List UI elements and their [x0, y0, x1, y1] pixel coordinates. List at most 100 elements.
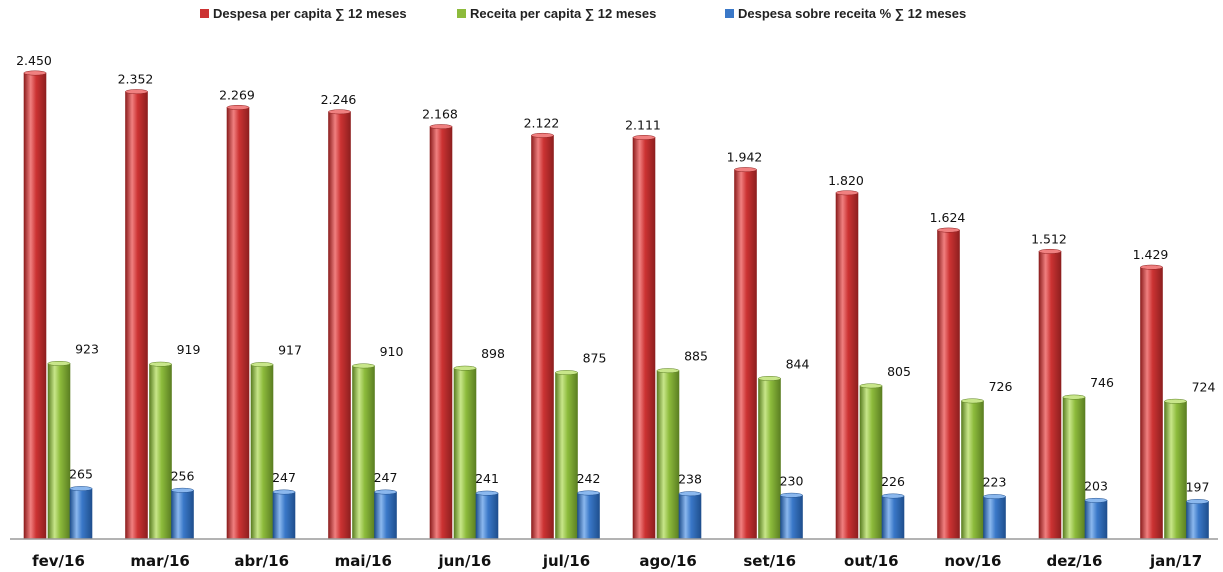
bar-1-mar-16 — [125, 91, 148, 540]
bar-cap-2-jan-17 — [1164, 398, 1187, 404]
legend-swatch-2 — [457, 9, 466, 18]
bar-cap-1-fev-16 — [23, 70, 47, 76]
value-label-3-abr-16: 247 — [272, 470, 296, 485]
bar-2-out-16 — [859, 385, 883, 540]
legend-swatch-3 — [725, 9, 734, 18]
bar-cap-2-mai-16 — [352, 363, 375, 369]
value-label-2-mai-16: 910 — [380, 344, 404, 359]
bar-1-jan-17 — [1140, 266, 1163, 540]
bar-2-ago-16 — [656, 370, 680, 540]
bar-cap-2-mar-16 — [149, 361, 172, 367]
x-tick-label-fev-16: fev/16 — [32, 552, 85, 570]
bar-cap-3-jan-17 — [1186, 499, 1209, 504]
x-tick-label-mar-16: mar/16 — [130, 552, 190, 570]
value-label-3-mai-16: 247 — [374, 470, 398, 485]
bar-cap-3-mar-16 — [171, 487, 194, 493]
bar-1-abr-16 — [226, 107, 250, 540]
legend-label-3: Despesa sobre receita % ∑ 12 meses — [738, 6, 966, 21]
value-label-2-jan-17: 724 — [1192, 379, 1216, 394]
value-label-3-mar-16: 256 — [171, 468, 195, 483]
bar-cap-2-dez-16 — [1062, 394, 1086, 400]
bar-3-out-16 — [881, 495, 905, 540]
x-axis-ticks: fev/16 mar/16 abr/16 mai/16 jun/16 jul/16 ago/… — [32, 552, 1202, 570]
value-labels: 2.450 923 265 2.352 919 256 2.269 917 247 2.246 91… — [16, 53, 1215, 495]
bar-3-jun-16 — [475, 492, 499, 540]
value-label-1-dez-16: 1.512 — [1031, 231, 1067, 246]
bar-3-mai-16 — [374, 491, 397, 540]
bar-cap-2-jul-16 — [555, 370, 578, 376]
bar-3-set-16 — [780, 494, 803, 540]
bars — [23, 70, 1209, 540]
bar-3-jul-16 — [577, 492, 600, 540]
bar-2-mar-16 — [149, 363, 172, 540]
value-label-1-set-16: 1.942 — [727, 150, 763, 165]
bar-2-jan-17 — [1164, 400, 1187, 540]
bar-cap-1-jul-16 — [531, 132, 554, 138]
x-tick-label-ago-16: ago/16 — [639, 552, 697, 570]
x-tick-label-jul-16: jul/16 — [542, 552, 590, 570]
bar-cap-1-out-16 — [835, 190, 859, 196]
value-label-2-jun-16: 898 — [481, 346, 505, 361]
value-label-1-fev-16: 2.450 — [16, 53, 52, 68]
value-label-1-mar-16: 2.352 — [118, 72, 154, 87]
bar-2-fev-16 — [47, 363, 71, 540]
bar-cap-1-dez-16 — [1038, 248, 1062, 254]
x-tick-label-jun-16: jun/16 — [437, 552, 491, 570]
bar-cap-2-out-16 — [859, 383, 883, 389]
bar-cap-2-nov-16 — [961, 398, 984, 404]
value-label-2-ago-16: 885 — [684, 349, 708, 364]
value-label-2-dez-16: 746 — [1090, 375, 1114, 390]
value-label-2-abr-16: 917 — [278, 343, 302, 358]
legend: Despesa per capita ∑ 12 meses Receita per… — [200, 6, 966, 21]
bar-cap-3-jul-16 — [577, 490, 600, 496]
bar-2-nov-16 — [961, 400, 984, 540]
value-label-3-ago-16: 238 — [678, 472, 702, 487]
bar-2-mai-16 — [352, 365, 375, 540]
value-label-1-ago-16: 2.111 — [625, 117, 661, 132]
value-label-3-fev-16: 265 — [69, 467, 93, 482]
bar-1-set-16 — [734, 169, 757, 540]
bar-1-dez-16 — [1038, 251, 1062, 540]
value-label-3-nov-16: 223 — [983, 475, 1007, 490]
bar-cap-3-set-16 — [780, 492, 803, 498]
legend-swatch-1 — [200, 9, 209, 18]
bar-3-abr-16 — [272, 491, 296, 540]
bar-cap-1-mar-16 — [125, 89, 148, 95]
bar-cap-1-jan-17 — [1140, 264, 1163, 270]
x-tick-label-set-16: set/16 — [743, 552, 796, 570]
value-label-1-jun-16: 2.168 — [422, 107, 458, 122]
bar-1-jul-16 — [531, 135, 554, 540]
bar-1-mai-16 — [328, 111, 351, 540]
bar-2-dez-16 — [1062, 396, 1086, 540]
x-tick-label-jan-17: jan/17 — [1149, 552, 1202, 570]
value-label-1-out-16: 1.820 — [828, 173, 864, 188]
bar-cap-2-abr-16 — [250, 362, 274, 368]
bar-cap-1-nov-16 — [937, 227, 960, 233]
x-tick-label-mai-16: mai/16 — [335, 552, 392, 570]
value-label-2-out-16: 805 — [887, 364, 911, 379]
value-label-3-jun-16: 241 — [475, 471, 499, 486]
value-label-3-jan-17: 197 — [1186, 480, 1210, 495]
bar-cap-3-jun-16 — [475, 490, 499, 496]
value-label-1-jul-16: 2.122 — [524, 115, 560, 130]
value-label-1-jan-17: 1.429 — [1133, 247, 1169, 262]
bar-3-jan-17 — [1186, 501, 1209, 540]
bar-1-jun-16 — [429, 126, 453, 540]
value-label-3-jul-16: 242 — [577, 471, 601, 486]
bar-cap-3-abr-16 — [272, 489, 296, 495]
bar-cap-1-abr-16 — [226, 104, 250, 110]
bar-cap-3-out-16 — [881, 493, 905, 499]
value-label-2-mar-16: 919 — [177, 342, 201, 357]
bar-cap-1-ago-16 — [632, 135, 656, 140]
value-label-3-out-16: 226 — [881, 474, 905, 489]
bar-cap-1-set-16 — [734, 167, 757, 173]
bar-cap-3-ago-16 — [678, 491, 702, 497]
bar-cap-3-mai-16 — [374, 489, 397, 495]
bar-2-abr-16 — [250, 364, 274, 540]
value-label-3-set-16: 230 — [780, 473, 804, 488]
bar-2-jul-16 — [555, 372, 578, 540]
value-label-3-dez-16: 203 — [1084, 478, 1108, 493]
bar-cap-2-fev-16 — [47, 360, 71, 366]
value-label-2-fev-16: 923 — [75, 341, 99, 356]
